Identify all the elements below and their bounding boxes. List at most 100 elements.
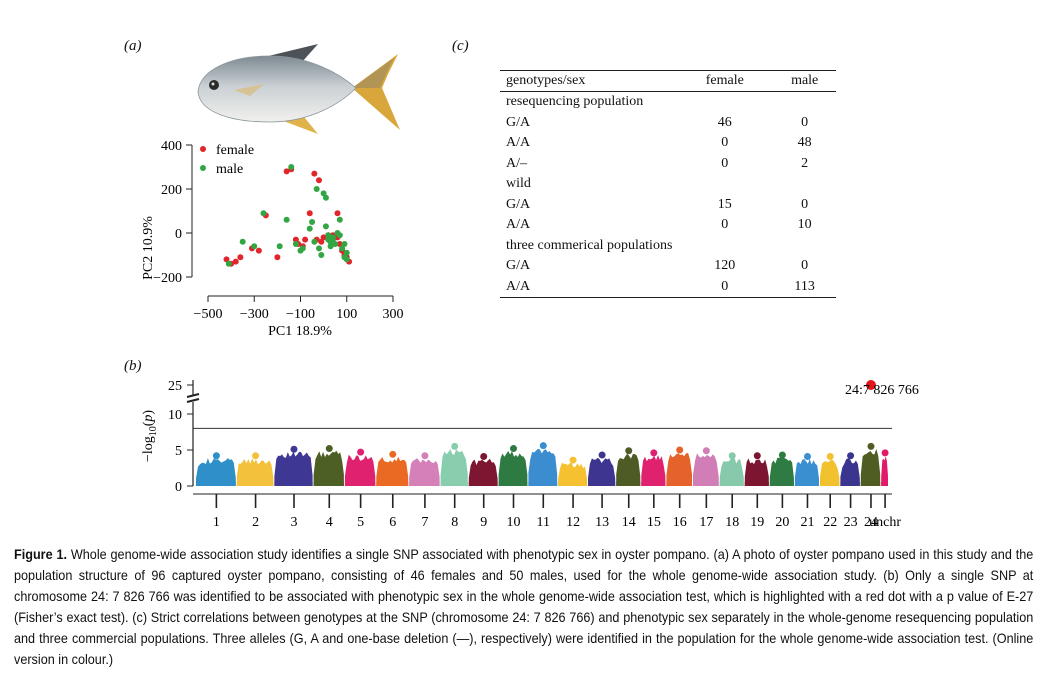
chromosome-band-24 bbox=[860, 448, 881, 486]
table-header-row: genotypes/sex female male bbox=[500, 70, 836, 92]
pca-point-male bbox=[239, 238, 246, 245]
manhattan-y-tick-label: 25 bbox=[168, 379, 182, 394]
pca-point-male bbox=[322, 223, 329, 230]
pca-y-tick-label: 200 bbox=[161, 183, 182, 198]
table-cell-male: 2 bbox=[801, 155, 809, 171]
pca-point-male bbox=[306, 225, 313, 232]
chromosome-band-20 bbox=[769, 457, 794, 486]
table-cell-genotype: A/A bbox=[506, 135, 531, 151]
pca-point-female bbox=[316, 177, 322, 184]
chromosome-band-6 bbox=[376, 456, 409, 486]
table-cell-female: 0 bbox=[721, 135, 729, 151]
snp-point bbox=[421, 452, 429, 460]
chromosome-label-8: 8 bbox=[451, 515, 458, 530]
table-row: G/A 46 0 bbox=[500, 113, 836, 134]
pca-point-male bbox=[251, 243, 258, 250]
pca-point-female bbox=[223, 256, 230, 263]
pca-point-male bbox=[320, 190, 327, 197]
pca-point-female bbox=[255, 247, 262, 254]
pca-point-male bbox=[339, 245, 346, 252]
pca-point-male bbox=[329, 236, 336, 243]
table-group-label: resequencing population bbox=[506, 94, 644, 110]
chromosome-label-16: 16 bbox=[673, 515, 687, 530]
chromosome-label-unchr: unchr bbox=[869, 515, 901, 530]
table-cell-genotype: G/A bbox=[506, 258, 531, 274]
pca-y-axis-label: PC2 10.9% bbox=[141, 216, 156, 280]
table-row: A/A 0 10 bbox=[500, 215, 836, 236]
chromosome-label-20: 20 bbox=[775, 515, 789, 530]
pca-point-female bbox=[336, 241, 343, 247]
snp-point bbox=[847, 452, 855, 460]
table-cell-male: 113 bbox=[767, 276, 836, 298]
chromosome-label-7: 7 bbox=[421, 515, 428, 530]
chromosome-band-22 bbox=[820, 459, 840, 486]
snp-point bbox=[539, 442, 547, 450]
snp-point bbox=[753, 452, 761, 460]
chromosome-band-11 bbox=[528, 448, 558, 486]
table-row: G/A 15 0 bbox=[500, 195, 836, 216]
table-cell-genotype: A/A bbox=[500, 276, 677, 298]
pca-y-tick-label: 0 bbox=[175, 227, 182, 242]
table-cell-male: 10 bbox=[797, 217, 812, 233]
chromosome-band-16 bbox=[666, 453, 692, 486]
header-male: male bbox=[767, 70, 836, 92]
table-cell-female: 15 bbox=[717, 196, 732, 212]
table-cell-male: 0 bbox=[801, 196, 809, 212]
significant-snp-red-dot bbox=[865, 380, 876, 390]
pca-point-female bbox=[292, 236, 299, 243]
table-group-row: three commerical populations bbox=[500, 236, 836, 257]
pca-y-tick-label: −200 bbox=[153, 271, 182, 286]
pca-point-female bbox=[237, 254, 244, 261]
legend-marker-male bbox=[200, 165, 206, 171]
table-row: A/– 0 2 bbox=[500, 154, 836, 175]
pca-point-female bbox=[306, 210, 313, 217]
table-cell-male: 0 bbox=[801, 258, 809, 274]
chromosome-band-9 bbox=[468, 458, 498, 486]
snp-point bbox=[480, 452, 488, 460]
pca-point-male bbox=[283, 216, 290, 223]
snp-point bbox=[212, 452, 220, 460]
table-cell-female: 46 bbox=[717, 114, 732, 130]
chromosome-label-17: 17 bbox=[699, 515, 713, 530]
chromosome-band-21 bbox=[794, 458, 819, 486]
chromosome-band-4 bbox=[313, 450, 344, 486]
pca-point-female bbox=[311, 170, 318, 177]
chromosome-label-11: 11 bbox=[537, 515, 550, 530]
chromosome-label-23: 23 bbox=[844, 515, 858, 530]
table-cell-genotype: G/A bbox=[506, 196, 531, 212]
snp-point bbox=[867, 442, 875, 450]
snp-point bbox=[357, 448, 365, 456]
caption-text: Whole genome-wide association study iden… bbox=[14, 547, 1034, 667]
snp-point bbox=[598, 451, 606, 459]
fish-body bbox=[197, 55, 357, 123]
pca-point-male bbox=[292, 241, 299, 247]
chromosome-band-18 bbox=[719, 457, 744, 486]
table-row: A/A 0 113 bbox=[500, 276, 836, 298]
pca-y-tick-label: 400 bbox=[161, 139, 182, 154]
table-cell-genotype: A/A bbox=[506, 217, 531, 233]
chromosome-label-24: 24 bbox=[864, 515, 878, 530]
pca-point-male bbox=[336, 216, 343, 223]
pca-point-female bbox=[318, 238, 325, 245]
snp-point bbox=[252, 452, 260, 460]
pca-point-male bbox=[311, 238, 318, 245]
manhattan-y-axis-label: −log10(p) bbox=[141, 410, 159, 462]
snp-point bbox=[778, 451, 786, 459]
chromosome-band-8 bbox=[440, 449, 468, 486]
chromosome-label-12: 12 bbox=[566, 515, 580, 530]
chromosome-label-13: 13 bbox=[595, 515, 609, 530]
table-cell-female: 0 bbox=[721, 217, 729, 233]
chromosome-label-1: 1 bbox=[213, 515, 220, 530]
pca-point-male bbox=[322, 194, 329, 201]
header-female: female bbox=[676, 70, 768, 92]
chromosome-label-4: 4 bbox=[326, 515, 333, 530]
chromosome-label-21: 21 bbox=[800, 515, 814, 530]
pca-point-female bbox=[283, 168, 290, 175]
pca-point-female bbox=[232, 258, 239, 265]
tail-fin bbox=[352, 54, 400, 130]
figure-label: Figure 1. bbox=[14, 547, 68, 562]
pca-x-tick-label: 300 bbox=[383, 307, 404, 322]
manhattan-y-tick-label: 5 bbox=[175, 444, 182, 459]
pca-point-male bbox=[225, 260, 232, 267]
table-cell-male: 0 bbox=[801, 114, 809, 130]
